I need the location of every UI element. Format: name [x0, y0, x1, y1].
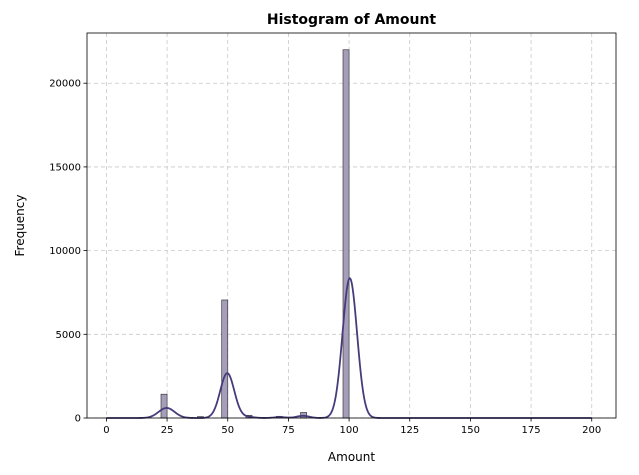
x-tick-label: 100 [340, 425, 359, 436]
y-tick-label: 15000 [49, 162, 81, 173]
y-axis-title: Frequency [13, 195, 27, 257]
y-axis-ticks: 0 5000 10000 15000 20000 [49, 79, 87, 425]
plot-frame [86, 32, 617, 419]
x-tick-label: 200 [582, 425, 601, 436]
y-tick-label: 5000 [56, 330, 81, 341]
x-axis-title: Amount [328, 450, 375, 464]
x-axis-ticks: 0 25 50 75 100 125 150 175 200 [103, 418, 601, 436]
y-tick-label: 10000 [49, 246, 81, 257]
histogram-bar [221, 299, 229, 419]
x-tick-label: 125 [400, 425, 419, 436]
x-tick-label: 75 [282, 425, 295, 436]
x-tick-label: 50 [221, 425, 234, 436]
chart-title: Histogram of Amount [267, 12, 437, 28]
y-tick-label: 0 [75, 414, 81, 425]
grid-lines [87, 33, 616, 419]
x-tick-label: 25 [161, 425, 174, 436]
x-tick-label: 175 [522, 425, 541, 436]
histogram-bars [160, 49, 350, 419]
x-tick-label: 150 [461, 425, 480, 436]
histogram-bar [160, 393, 168, 419]
histogram-bar [342, 49, 350, 419]
x-tick-label: 0 [103, 425, 109, 436]
y-tick-label: 20000 [49, 79, 81, 90]
